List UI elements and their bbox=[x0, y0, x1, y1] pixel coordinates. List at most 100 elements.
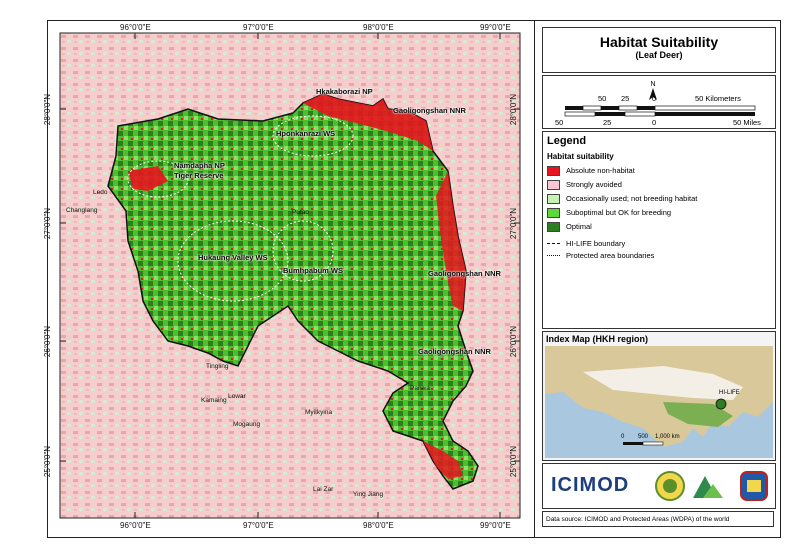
hukaung-boundary bbox=[177, 220, 289, 302]
legend-item: Absolute non-habitat bbox=[547, 165, 635, 176]
index-label: HI-LIFE bbox=[719, 390, 740, 396]
label-gaoligongshan: Gaoligongshan NNR bbox=[393, 106, 466, 115]
scale-mi-label: 25 bbox=[603, 118, 612, 127]
legend-label: Suboptimal but OK for breeding bbox=[566, 208, 672, 217]
icimod-logo: ICIMOD bbox=[551, 474, 630, 496]
label-namdapha: Namdapha NP bbox=[174, 161, 225, 170]
label-hponkanrazi: Hponkanrazi WS bbox=[276, 129, 336, 138]
lon-tick-top: 97°0'0"E bbox=[243, 23, 274, 32]
svg-text:1,000 km: 1,000 km bbox=[655, 434, 680, 440]
label-town: Changlang bbox=[66, 207, 98, 214]
scale-mi-label: 50 Miles bbox=[733, 118, 761, 127]
red-zone-west bbox=[128, 166, 168, 191]
label-town: Panwa bbox=[410, 385, 430, 392]
logo-box: ICIMOD bbox=[542, 463, 776, 509]
side-panel: Habitat Suitability (Leaf Deer) N 50 25 … bbox=[538, 21, 780, 537]
map-title: Habitat Suitability bbox=[599, 34, 719, 50]
legend-line-item: HI-LIFE boundary bbox=[547, 238, 625, 249]
boundary-line-icon bbox=[547, 243, 560, 244]
legend-item: Occasionally used; not breeding habitat bbox=[547, 193, 697, 204]
label-town: Ying Jiang bbox=[353, 491, 384, 498]
partner-seal-center bbox=[663, 479, 677, 493]
dotted-line-icon bbox=[547, 255, 560, 256]
legend-label: HI-LIFE boundary bbox=[566, 239, 626, 248]
partner-logos bbox=[655, 471, 768, 501]
bumhpabum-boundary bbox=[272, 220, 334, 282]
title-box: Habitat Suitability (Leaf Deer) bbox=[542, 27, 776, 73]
scale-km-label: 25 bbox=[621, 94, 630, 103]
svg-text:500: 500 bbox=[638, 434, 649, 440]
index-map-title: Index Map (HKH region) bbox=[546, 334, 649, 344]
main-map-frame: 96°0'0"E 97°0'0"E 98°0'0"E 99°0'0"E 96°0… bbox=[43, 21, 535, 537]
label-hkakaborazi: Hkakaborazi NP bbox=[316, 87, 373, 96]
lat-tick-right: 26°0'0"N bbox=[509, 325, 519, 358]
main-map bbox=[59, 32, 521, 519]
label-town: Putao bbox=[292, 209, 309, 216]
legend-swatch bbox=[547, 165, 560, 176]
legend-title: Legend bbox=[547, 135, 587, 147]
label-town: Kamaing bbox=[201, 397, 227, 404]
legend-label: Strongly avoided bbox=[566, 180, 622, 189]
red-zone-north bbox=[303, 94, 433, 151]
label-bumhpabum: Bumhpabum WS bbox=[283, 266, 343, 275]
label-town: Ledo bbox=[93, 189, 108, 196]
scale-km-label: 50 bbox=[598, 94, 607, 103]
label-hukaung: Hukaung Valley WS bbox=[198, 253, 268, 262]
map-layout-frame: 96°0'0"E 97°0'0"E 98°0'0"E 99°0'0"E 96°0… bbox=[43, 20, 781, 538]
lat-tick-left: 26°0'0"N bbox=[43, 325, 53, 358]
legend-item: Optimal bbox=[547, 221, 592, 232]
lon-tick-top: 99°0'0"E bbox=[480, 23, 511, 32]
lat-tick-left: 27°0'0"N bbox=[43, 207, 53, 240]
scale-mi-label: 0 bbox=[652, 118, 657, 127]
data-source: Data source: ICIMOD and Protected Areas … bbox=[542, 511, 774, 527]
label-town: Mogaung bbox=[233, 421, 261, 428]
legend-line-item: Protected area boundaries bbox=[547, 250, 654, 261]
lon-tick-bottom: 99°0'0"E bbox=[480, 521, 511, 530]
legend-label: Optimal bbox=[566, 222, 592, 231]
lat-tick-left: 25°0'0"N bbox=[43, 445, 53, 478]
lat-tick-right: 25°0'0"N bbox=[509, 445, 519, 478]
namdapha-boundary bbox=[127, 160, 189, 198]
index-map-box: Index Map (HKH region) HI-LIFE 0 500 1,0… bbox=[542, 331, 776, 461]
hponkanrazi-boundary bbox=[272, 115, 354, 157]
map-subtitle: (Leaf Deer) bbox=[635, 50, 683, 60]
scale-km-label: 0 bbox=[652, 94, 657, 103]
label-tiger-reserve: Tiger Reserve bbox=[174, 171, 224, 180]
red-zone-south bbox=[423, 441, 463, 479]
scale-mi-label: 50 bbox=[555, 118, 564, 127]
label-town: Tingling bbox=[206, 363, 229, 370]
lon-tick-bottom: 98°0'0"E bbox=[363, 521, 394, 530]
lat-tick-left: 28°0'0"N bbox=[43, 93, 53, 126]
scale-box: N 50 25 0 50 Kilometers 50 25 0 50 Miles bbox=[542, 75, 776, 129]
lon-tick-bottom: 96°0'0"E bbox=[120, 521, 151, 530]
svg-text:0: 0 bbox=[621, 434, 625, 440]
lon-tick-top: 98°0'0"E bbox=[363, 23, 394, 32]
scale-km-label: 50 Kilometers bbox=[695, 94, 741, 103]
legend-label: Protected area boundaries bbox=[566, 251, 655, 260]
hi-life-area bbox=[107, 93, 479, 490]
legend-label: Absolute non-habitat bbox=[566, 166, 635, 175]
legend-swatch bbox=[547, 193, 560, 204]
legend-item: Suboptimal but OK for breeding bbox=[547, 207, 671, 218]
label-gaoligongshan: Gaoligongshan NNR bbox=[428, 269, 501, 278]
north-arrow-icon bbox=[649, 88, 657, 100]
lon-tick-top: 96°0'0"E bbox=[120, 23, 151, 32]
scale-bar: N bbox=[564, 81, 756, 117]
hi-life-marker bbox=[715, 398, 727, 410]
legend-subtitle: Habitat suitability bbox=[547, 152, 614, 161]
lat-tick-right: 27°0'0"N bbox=[509, 207, 519, 240]
north-label: N bbox=[650, 81, 655, 88]
legend-item: Strongly avoided bbox=[547, 179, 622, 190]
label-gaoligongshan: Gaoligongshan NNR bbox=[418, 347, 491, 356]
label-town: Myitkyina bbox=[305, 409, 333, 416]
label-town: Lowar bbox=[228, 393, 246, 400]
lon-tick-bottom: 97°0'0"E bbox=[243, 521, 274, 530]
legend-swatch bbox=[547, 179, 560, 190]
red-zone-east bbox=[436, 171, 466, 311]
legend-swatch bbox=[547, 207, 560, 218]
legend-label: Occasionally used; not breeding habitat bbox=[566, 194, 698, 203]
index-map: HI-LIFE 0 500 1,000 km bbox=[545, 346, 773, 458]
legend-box: Legend Habitat suitability Absolute non-… bbox=[542, 131, 776, 329]
label-town: Lai Zar bbox=[313, 486, 334, 493]
lat-tick-right: 28°0'0"N bbox=[509, 93, 519, 126]
